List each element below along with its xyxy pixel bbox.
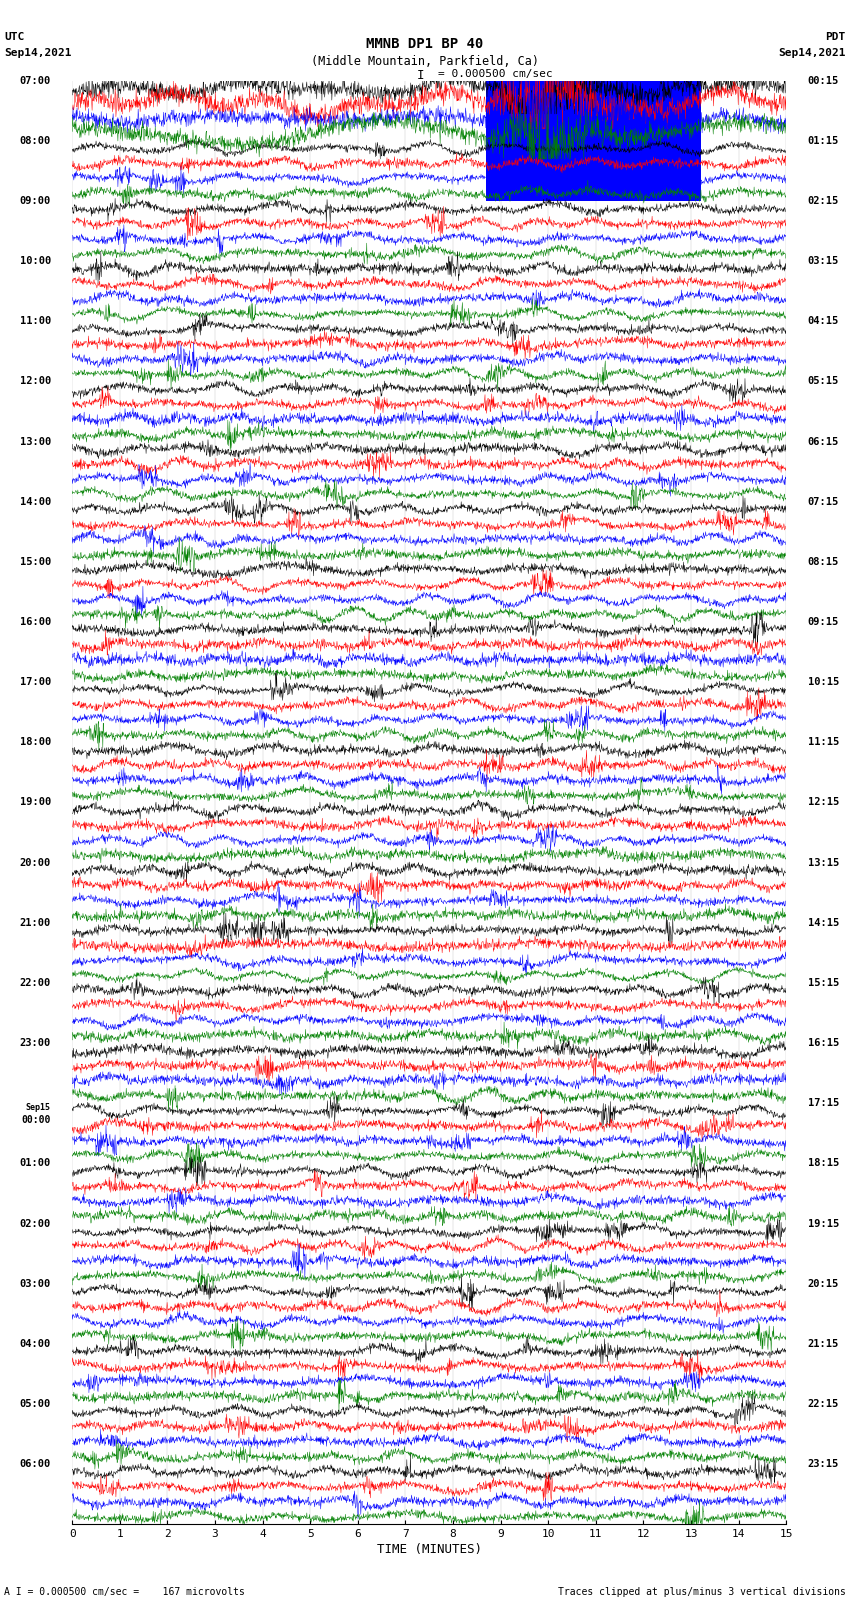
Text: 11:00: 11:00 — [20, 316, 51, 326]
Text: 04:00: 04:00 — [20, 1339, 51, 1348]
Text: 15:15: 15:15 — [808, 977, 839, 987]
Text: UTC: UTC — [4, 32, 25, 42]
Text: 13:15: 13:15 — [808, 858, 839, 868]
Text: 00:00: 00:00 — [21, 1115, 51, 1124]
Text: 12:15: 12:15 — [808, 797, 839, 808]
Text: 08:15: 08:15 — [808, 556, 839, 566]
Text: 22:15: 22:15 — [808, 1398, 839, 1410]
Text: 17:00: 17:00 — [20, 677, 51, 687]
Text: Sep15: Sep15 — [26, 1103, 51, 1113]
Text: = 0.000500 cm/sec: = 0.000500 cm/sec — [438, 69, 552, 79]
Text: 06:15: 06:15 — [808, 437, 839, 447]
Text: (Middle Mountain, Parkfield, Ca): (Middle Mountain, Parkfield, Ca) — [311, 55, 539, 68]
Text: 03:00: 03:00 — [20, 1279, 51, 1289]
Text: 19:15: 19:15 — [808, 1218, 839, 1229]
Text: 09:00: 09:00 — [20, 195, 51, 206]
Text: Sep14,2021: Sep14,2021 — [4, 48, 71, 58]
Text: 21:15: 21:15 — [808, 1339, 839, 1348]
X-axis label: TIME (MINUTES): TIME (MINUTES) — [377, 1544, 482, 1557]
Text: I: I — [417, 69, 424, 82]
Text: 04:15: 04:15 — [808, 316, 839, 326]
Text: 03:15: 03:15 — [808, 256, 839, 266]
Text: 23:15: 23:15 — [808, 1460, 839, 1469]
Text: 01:15: 01:15 — [808, 135, 839, 145]
Text: PDT: PDT — [825, 32, 846, 42]
Text: 20:15: 20:15 — [808, 1279, 839, 1289]
Text: 18:15: 18:15 — [808, 1158, 839, 1168]
Text: MMNB DP1 BP 40: MMNB DP1 BP 40 — [366, 37, 484, 52]
Text: 21:00: 21:00 — [20, 918, 51, 927]
Text: 11:15: 11:15 — [808, 737, 839, 747]
Text: 10:15: 10:15 — [808, 677, 839, 687]
Text: 00:15: 00:15 — [808, 76, 839, 85]
Text: 20:00: 20:00 — [20, 858, 51, 868]
Text: 17:15: 17:15 — [808, 1098, 839, 1108]
Text: 19:00: 19:00 — [20, 797, 51, 808]
Bar — [486, 81, 700, 202]
Text: 12:00: 12:00 — [20, 376, 51, 387]
Text: A I = 0.000500 cm/sec =    167 microvolts: A I = 0.000500 cm/sec = 167 microvolts — [4, 1587, 245, 1597]
Text: 10:00: 10:00 — [20, 256, 51, 266]
Text: 22:00: 22:00 — [20, 977, 51, 987]
Text: Traces clipped at plus/minus 3 vertical divisions: Traces clipped at plus/minus 3 vertical … — [558, 1587, 846, 1597]
Text: 14:15: 14:15 — [808, 918, 839, 927]
Text: Sep14,2021: Sep14,2021 — [779, 48, 846, 58]
Text: 05:00: 05:00 — [20, 1398, 51, 1410]
Text: 16:15: 16:15 — [808, 1039, 839, 1048]
Text: 01:00: 01:00 — [20, 1158, 51, 1168]
Text: 18:00: 18:00 — [20, 737, 51, 747]
Text: 14:00: 14:00 — [20, 497, 51, 506]
Text: 06:00: 06:00 — [20, 1460, 51, 1469]
Text: 09:15: 09:15 — [808, 618, 839, 627]
Text: 02:00: 02:00 — [20, 1218, 51, 1229]
Text: 08:00: 08:00 — [20, 135, 51, 145]
Text: 16:00: 16:00 — [20, 618, 51, 627]
Text: 07:00: 07:00 — [20, 76, 51, 85]
Text: 15:00: 15:00 — [20, 556, 51, 566]
Text: 07:15: 07:15 — [808, 497, 839, 506]
Text: 02:15: 02:15 — [808, 195, 839, 206]
Text: 13:00: 13:00 — [20, 437, 51, 447]
Text: 23:00: 23:00 — [20, 1039, 51, 1048]
Text: 05:15: 05:15 — [808, 376, 839, 387]
